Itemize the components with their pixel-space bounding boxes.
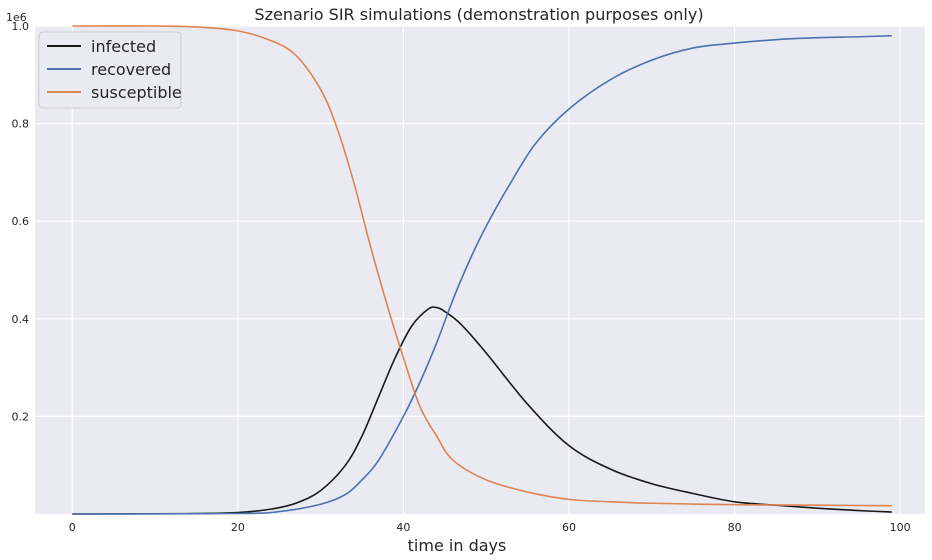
legend-label-susceptible: susceptible (91, 83, 182, 102)
legend-label-recovered: recovered (91, 60, 171, 79)
y-tick-label: 0.4 (12, 313, 30, 326)
y-tick-label: 0.8 (12, 118, 30, 131)
y-axis-offset-label: 1e6 (6, 11, 27, 24)
series-line-susceptible (72, 25, 892, 507)
x-axis-label: time in days (408, 536, 507, 555)
y-tick-label: 0.2 (12, 410, 30, 423)
x-tick-label: 40 (396, 521, 410, 534)
series-line-recovered (72, 34, 892, 515)
series-layer (72, 25, 892, 515)
x-tick-label: 60 (562, 521, 576, 534)
grid (35, 25, 925, 514)
legend: infected recovered susceptible (38, 31, 182, 109)
x-tick-label: 0 (69, 521, 76, 534)
legend-label-infected: infected (91, 37, 156, 56)
y-tick-label: 0.6 (12, 215, 30, 228)
series-line-infected (72, 306, 892, 515)
x-tick-label: 20 (231, 521, 245, 534)
ticks: 0 20 40 60 80 100 0.2 0.4 0.6 0.8 1.0 (12, 20, 911, 534)
y-tick-label: 1.0 (12, 20, 30, 33)
x-tick-label: 80 (728, 521, 742, 534)
plot-background (35, 26, 925, 514)
chart-title: Szenario SIR simulations (demonstration … (254, 5, 703, 24)
x-tick-label: 100 (890, 521, 911, 534)
legend-box (38, 31, 182, 109)
